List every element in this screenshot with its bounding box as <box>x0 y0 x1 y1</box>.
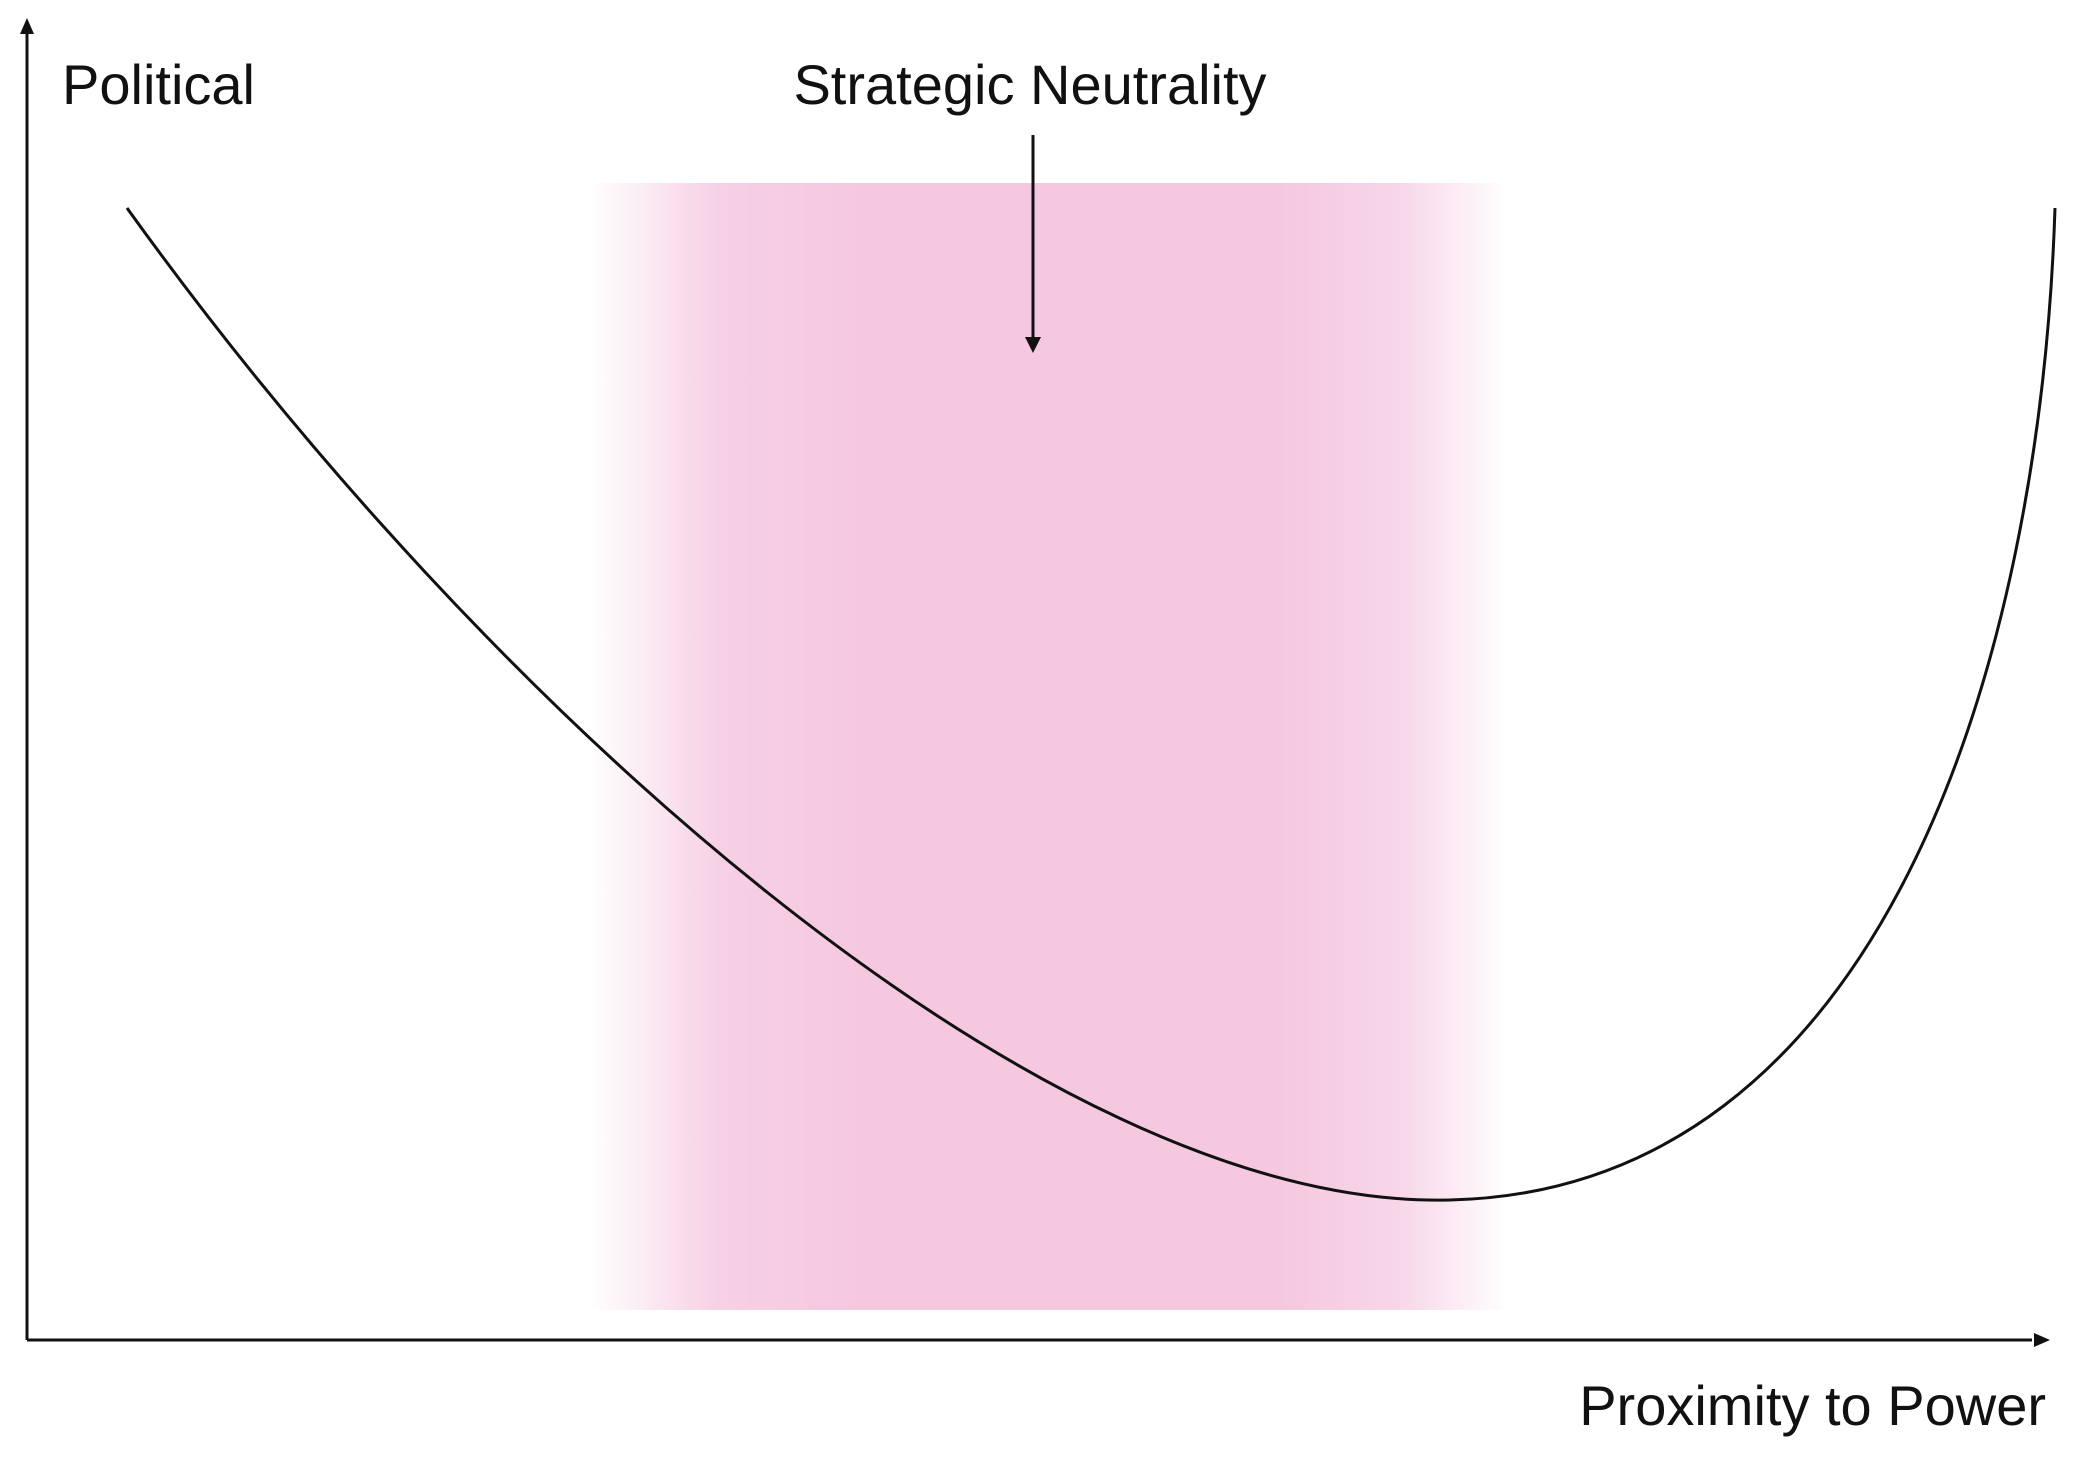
callout-arrowhead-icon <box>1025 337 1041 353</box>
x-axis-arrowhead-icon <box>2034 1333 2050 1347</box>
y-axis-arrowhead-icon <box>20 18 34 34</box>
zone-label: Strategic Neutrality <box>793 53 1266 116</box>
x-axis-label: Proximity to Power <box>1579 1374 2046 1437</box>
trend-curve <box>125 207 2057 1202</box>
strategic-neutrality-zone <box>590 183 1508 1310</box>
y-axis-label: Political <box>62 53 255 116</box>
